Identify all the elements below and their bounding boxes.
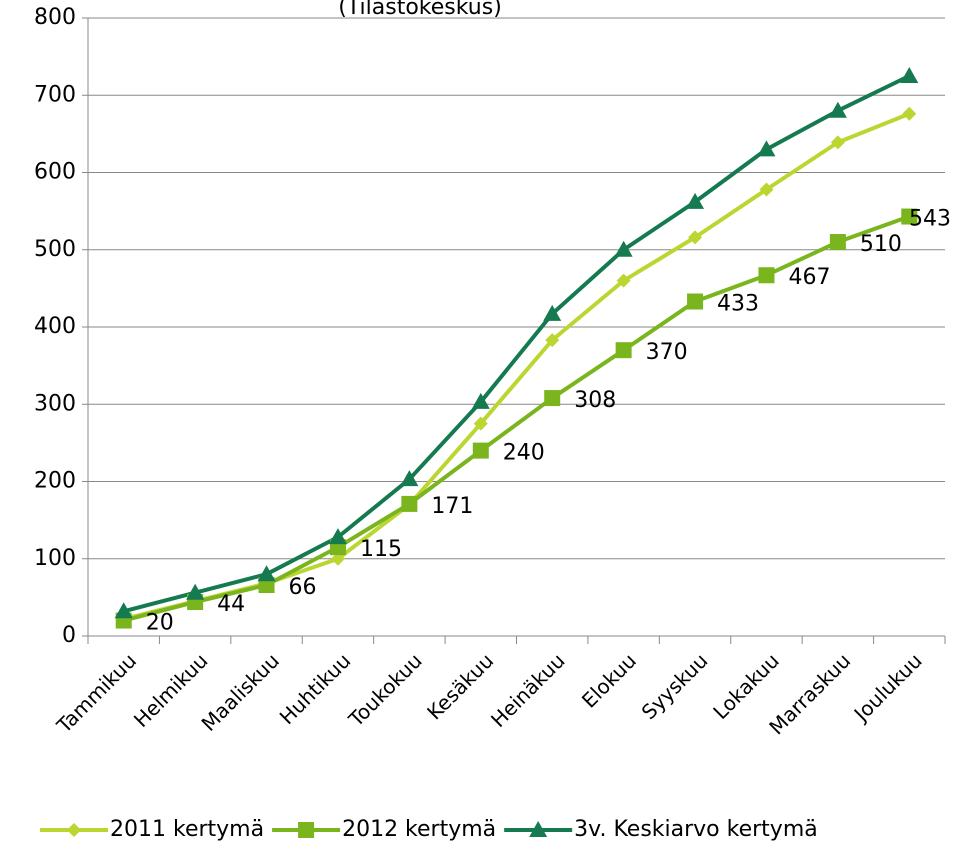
marker xyxy=(828,101,847,118)
x-tick-label: Maaliskuu xyxy=(197,648,284,735)
marker xyxy=(687,293,704,310)
marker xyxy=(901,208,918,225)
data-label: 66 xyxy=(289,575,317,600)
marker xyxy=(829,234,846,251)
marker xyxy=(544,390,561,407)
marker xyxy=(615,342,632,359)
marker xyxy=(614,240,633,257)
marker xyxy=(688,230,703,245)
legend: 2011 kertymä 2012 kertymä 3v. Keskiarvo ke… xyxy=(40,817,818,842)
marker xyxy=(902,106,917,121)
marker xyxy=(471,392,490,409)
chart-title: (Tilastokeskus) xyxy=(338,0,502,20)
data-label: 467 xyxy=(788,265,830,290)
marker xyxy=(757,140,776,157)
legend-label: 2011 kertymä xyxy=(110,817,264,842)
marker xyxy=(759,182,774,197)
y-tick-label: 500 xyxy=(34,237,76,262)
x-tick-label: Joulukuu xyxy=(848,648,927,727)
marker xyxy=(473,416,488,431)
marker xyxy=(830,135,845,150)
data-label: 20 xyxy=(146,611,174,636)
marker xyxy=(67,823,81,837)
x-tick-label: Lokakuu xyxy=(708,648,784,724)
marker xyxy=(114,602,133,619)
marker xyxy=(472,442,489,459)
marker xyxy=(298,822,315,838)
y-tick-label: 600 xyxy=(34,160,76,185)
marker xyxy=(186,583,205,600)
y-tick-label: 100 xyxy=(34,546,76,571)
data-label: 433 xyxy=(717,292,759,317)
data-label: 510 xyxy=(860,232,902,257)
marker xyxy=(545,333,560,348)
marker xyxy=(529,821,548,837)
y-tick-label: 200 xyxy=(34,469,76,494)
x-tick-label: Elokuu xyxy=(577,648,641,712)
marker xyxy=(686,192,705,209)
x-tick-label: Heinäkuu xyxy=(486,648,570,732)
marker xyxy=(401,495,418,512)
marker xyxy=(328,528,347,545)
x-tick-label: Syyskuu xyxy=(637,648,713,724)
series-line xyxy=(123,214,910,623)
legend-label: 2012 kertymä xyxy=(342,817,496,842)
marker xyxy=(330,551,345,566)
x-tick-label: Huhtikuu xyxy=(275,648,356,729)
legend-label: 3v. Keskiarvo kertymä xyxy=(574,817,818,842)
data-label: 240 xyxy=(503,441,545,466)
data-label: 44 xyxy=(217,592,245,617)
data-label: 171 xyxy=(431,494,473,519)
y-tick-label: 300 xyxy=(34,391,76,416)
y-tick-label: 0 xyxy=(62,623,76,648)
marker xyxy=(758,267,775,284)
marker xyxy=(400,470,419,487)
marker xyxy=(543,304,562,321)
y-tick-label: 800 xyxy=(34,5,76,30)
series-line xyxy=(123,74,911,614)
x-tick-label: Tammikuu xyxy=(51,648,141,738)
marker xyxy=(616,273,631,288)
y-tick-label: 400 xyxy=(34,314,76,339)
y-tick-label: 700 xyxy=(34,82,76,107)
x-tick-label: Toukokuu xyxy=(343,648,427,732)
data-label: 308 xyxy=(574,388,616,413)
marker xyxy=(900,66,919,83)
series-line xyxy=(123,111,911,621)
data-label: 370 xyxy=(646,340,688,365)
data-label: 115 xyxy=(360,537,402,562)
data-label: 543 xyxy=(909,207,951,232)
marker xyxy=(257,565,276,582)
